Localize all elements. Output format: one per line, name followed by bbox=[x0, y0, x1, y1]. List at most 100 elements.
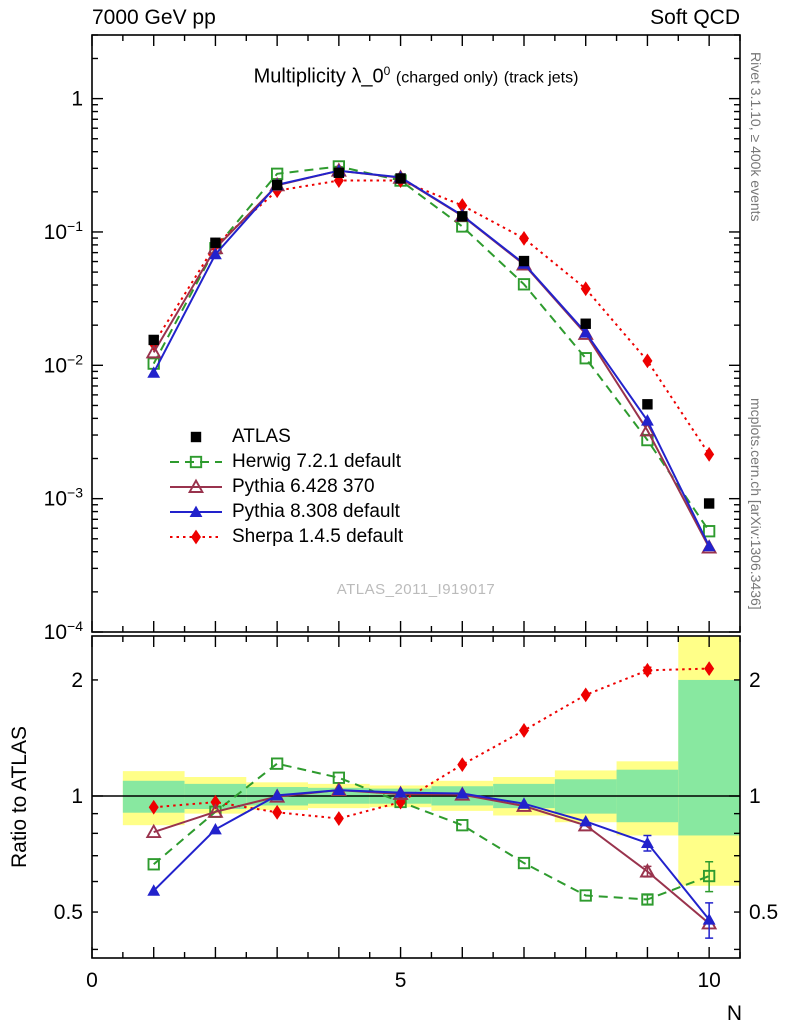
data-point-marker bbox=[145, 823, 162, 839]
y-tick-label-ratio-left: 2 bbox=[71, 669, 83, 692]
series-atlas bbox=[148, 167, 715, 509]
x-tick-label: 0 bbox=[86, 969, 98, 992]
data-point-marker bbox=[704, 661, 715, 677]
rivet-version-label: Rivet 3.1.10, ≥ 400k events bbox=[748, 52, 764, 222]
data-point-marker bbox=[642, 353, 653, 369]
data-point-marker bbox=[579, 352, 592, 365]
data-point-marker bbox=[147, 858, 160, 871]
legend-item-atlas[interactable]: ATLAS bbox=[168, 424, 403, 449]
data-point-marker bbox=[191, 529, 201, 544]
data-point-marker bbox=[642, 662, 653, 678]
data-point-marker bbox=[190, 431, 202, 442]
tick-labels: 1 10−1 10−2 10−3 10−4 2 2 1 1 0.5 0.5 0 5 10 N Ratio to… bbox=[8, 88, 778, 1024]
y-tick-label-ratio-right: 1 bbox=[749, 785, 761, 808]
legend-item-pythia[interactable]: Pythia 6.428 370 bbox=[168, 474, 403, 499]
data-point-marker bbox=[457, 198, 468, 213]
data-point-marker bbox=[210, 794, 221, 810]
data-point-marker bbox=[457, 211, 468, 222]
analysis-watermark: ATLAS_2011_I919017 bbox=[336, 581, 496, 598]
data-point-marker bbox=[455, 787, 469, 799]
data-point-marker bbox=[332, 771, 346, 784]
plot-title-sub1: (charged only) bbox=[395, 69, 499, 87]
data-point-marker bbox=[580, 281, 591, 297]
ratio-panel-frame bbox=[91, 635, 741, 959]
data-point-marker bbox=[704, 446, 715, 462]
data-point-marker bbox=[702, 869, 716, 883]
data-point-marker bbox=[642, 399, 653, 410]
legend-item-herwig[interactable]: Herwig 7.2.1 default bbox=[168, 449, 403, 474]
data-point-marker bbox=[189, 505, 203, 517]
data-point-marker bbox=[209, 247, 222, 260]
plot-title-main: Multiplicity λ_0 bbox=[253, 65, 384, 88]
y-tick-label-ratio-right: 2 bbox=[749, 669, 761, 692]
data-point-marker bbox=[187, 478, 205, 493]
data-point-marker bbox=[702, 913, 716, 925]
main-panel-series bbox=[145, 160, 718, 554]
data-point-marker bbox=[639, 863, 656, 878]
legend-label: Pythia 8.308 default bbox=[232, 500, 400, 522]
data-point-marker bbox=[639, 422, 656, 437]
legend-label: ATLAS bbox=[232, 425, 291, 447]
legend: ATLAS Herwig 7.2.1 default Pythia 6.428 37… bbox=[168, 424, 403, 549]
y-tick-label-main: 10−2 bbox=[44, 351, 84, 377]
data-point-marker bbox=[703, 498, 715, 509]
x-tick-label: 10 bbox=[697, 969, 720, 992]
ratio-series-line bbox=[153, 789, 710, 921]
ratio-series-herwig bbox=[147, 757, 716, 906]
data-point-marker bbox=[271, 179, 283, 191]
data-point-marker bbox=[270, 788, 284, 801]
error-bar bbox=[705, 861, 714, 893]
legend-marker-triangle-open bbox=[168, 476, 224, 498]
data-point-marker bbox=[272, 804, 283, 820]
legend-item-sherpa[interactable]: Sherpa 1.4.5 default bbox=[168, 524, 403, 549]
series-sherpa bbox=[148, 173, 715, 462]
legend-marker-triangle-filled bbox=[168, 501, 224, 523]
data-point-marker bbox=[456, 819, 469, 832]
legend-label: Herwig 7.2.1 default bbox=[232, 450, 401, 472]
y-tick-label-ratio-left: 0.5 bbox=[54, 901, 83, 924]
data-point-marker bbox=[148, 334, 159, 346]
data-point-marker bbox=[333, 167, 345, 178]
data-point-marker bbox=[641, 893, 654, 906]
y-tick-label-main: 10−3 bbox=[44, 485, 84, 511]
ratio-series-line bbox=[153, 762, 710, 901]
data-point-marker bbox=[395, 173, 406, 184]
data-point-marker bbox=[270, 757, 284, 770]
uncertainty-band-inner bbox=[678, 679, 740, 836]
plot-title-exponent: 0 bbox=[383, 64, 391, 78]
legend-marker-diamond-filled bbox=[168, 526, 224, 548]
ratio-series-line bbox=[153, 789, 710, 925]
series-line bbox=[152, 165, 710, 532]
data-point-marker bbox=[145, 344, 162, 359]
data-point-marker bbox=[702, 539, 716, 552]
data-point-marker bbox=[519, 723, 529, 738]
data-point-marker bbox=[519, 230, 529, 246]
y-tick-label-main: 10−1 bbox=[44, 218, 84, 244]
x-tick-label: 5 bbox=[395, 969, 407, 992]
data-point-marker bbox=[579, 326, 593, 338]
data-point-marker bbox=[580, 318, 591, 329]
legend-item-pythia[interactable]: Pythia 8.308 default bbox=[168, 499, 403, 524]
data-point-marker bbox=[333, 811, 344, 826]
series-line bbox=[152, 169, 711, 547]
y-tick-label-main: 10−4 bbox=[44, 618, 84, 644]
data-point-marker bbox=[148, 799, 159, 815]
data-point-marker bbox=[641, 414, 654, 426]
data-point-marker bbox=[332, 783, 346, 796]
data-point-marker bbox=[579, 889, 592, 902]
y-tick-label-main: 1 bbox=[71, 88, 83, 111]
header-left-label: 7000 GeV pp bbox=[92, 6, 216, 29]
ratio-y-axis-title: Ratio to ATLAS bbox=[8, 726, 31, 868]
data-point-marker bbox=[517, 797, 531, 809]
data-point-marker bbox=[394, 786, 407, 798]
data-point-marker bbox=[517, 856, 531, 870]
data-point-marker bbox=[580, 687, 591, 703]
mcplots-source-label: mcplots.cern.ch [arXiv:1306.3436] bbox=[748, 398, 764, 610]
data-point-marker bbox=[702, 525, 716, 538]
data-point-marker bbox=[457, 757, 468, 773]
x-axis-title: N bbox=[727, 1002, 742, 1024]
ratio-series-pythia bbox=[147, 783, 716, 939]
legend-marker-square-open bbox=[168, 451, 224, 473]
data-point-marker bbox=[207, 803, 224, 818]
